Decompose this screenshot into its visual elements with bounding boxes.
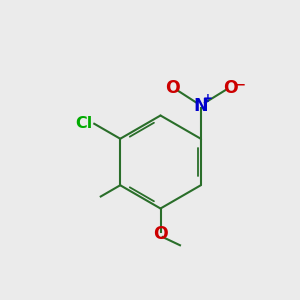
Text: O: O: [165, 79, 180, 97]
Text: +: +: [203, 92, 213, 105]
Text: O: O: [223, 79, 238, 97]
Text: −: −: [235, 78, 246, 91]
Text: N: N: [194, 97, 208, 115]
Text: O: O: [153, 225, 168, 243]
Text: Cl: Cl: [76, 116, 93, 131]
